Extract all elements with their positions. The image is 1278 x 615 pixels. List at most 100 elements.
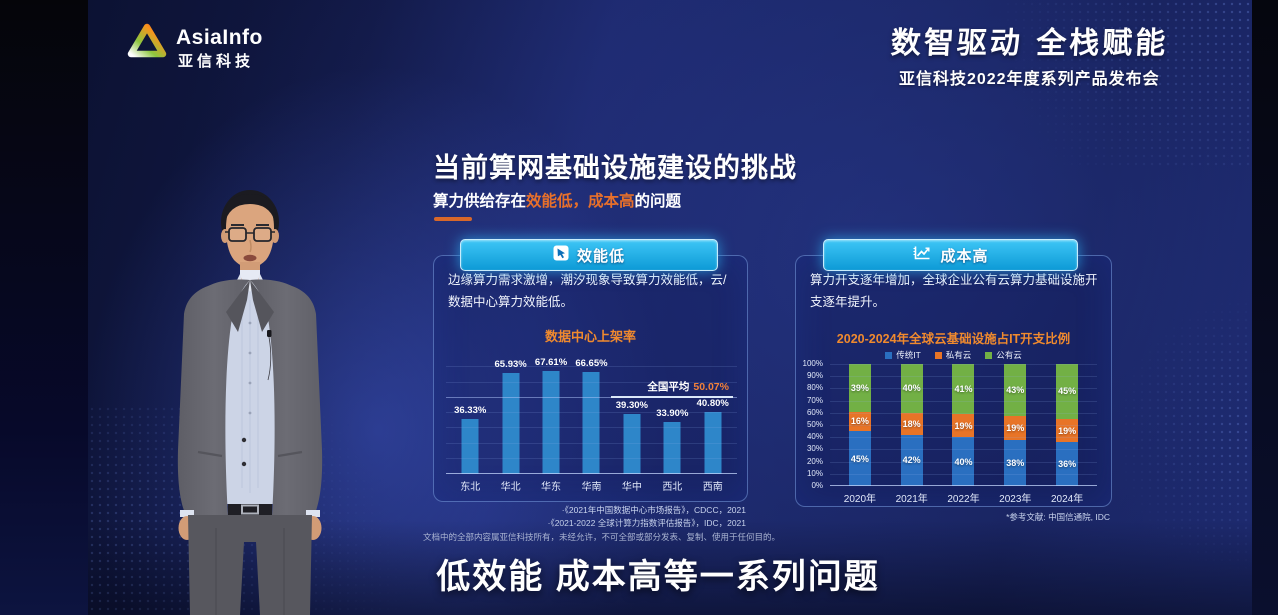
rack-rate-cols: 36.33% 65.93% 67.61% 66.65% 39.30% 33.90% 40.8… [446, 352, 737, 474]
bar-column: 36.33% [450, 352, 490, 474]
stacked-bar: 45% 16% 39% [848, 364, 871, 486]
bar-column: 66.65% [571, 352, 611, 474]
cost-description: 算力开支逐年增加，全球企业公有云算力基础设施开支逐年提升。 [810, 273, 1098, 309]
bar [582, 372, 600, 474]
x-tick-label: 华中 [621, 482, 642, 493]
left-letterbox [0, 0, 88, 615]
gridline [830, 364, 1097, 365]
right-chart-footnote: *参考文献: 中国信通院, IDC [1006, 512, 1110, 522]
asiainfo-logo-icon [124, 20, 170, 71]
rack-rate-plot: 全国平均 50.07% 36.33% 65.93% 67.61% 66.65% 39.30… [446, 352, 737, 474]
slide-subtitle: 算力供给存在效能低，成本高的问题 [433, 189, 681, 211]
average-line [446, 396, 737, 398]
gridline [830, 437, 1097, 439]
bar-value-label: 36.33% [454, 404, 487, 416]
subtitle-text: 算力供给存在 [433, 193, 527, 210]
belt [228, 504, 272, 515]
x-tick-label: 2022年 [947, 494, 980, 505]
y-tick-label: 40% [806, 432, 823, 442]
legend-swatch [885, 351, 893, 359]
x-tick-label: 2023年 [999, 494, 1032, 505]
x-tick-label: 东北 [460, 482, 481, 493]
legend-item: 公有云 [985, 349, 1022, 361]
event-header: 数智驱动 全栈赋能 亚信科技2022年度系列产品发布会 [889, 18, 1168, 89]
bar [704, 411, 722, 474]
gridline [446, 366, 737, 368]
cloud-yaxis: 0% 10% 20% 30% 40% 50% 60% 70% 80% 90% 100% [798, 359, 826, 490]
cloud-cols: 45% 16% 39% 42% 18% 40% 40% 19% 41% 38% 19% 43% 36% 1… [830, 364, 1097, 486]
bar-segment: 45% [1056, 364, 1079, 419]
legend-label: 私有云 [945, 350, 972, 360]
bar-segment: 41% [952, 364, 975, 415]
stacked-bar: 36% 19% 45% [1056, 364, 1079, 486]
cursor-chart-icon [553, 245, 569, 265]
bar-segment: 45% [848, 431, 871, 486]
title-underline [434, 217, 472, 221]
gridline [446, 457, 737, 459]
bar [663, 422, 681, 474]
average-line-highlight [611, 395, 733, 398]
y-tick-label: 70% [806, 395, 823, 405]
bar-column: 65.93% [490, 352, 530, 474]
bar-value-label: 66.65% [575, 358, 608, 370]
y-tick-label: 90% [806, 371, 823, 381]
bar-segment: 39% [848, 364, 871, 412]
legend-item: 私有云 [934, 349, 972, 361]
stacked-bar-column: 40% 19% 41% [938, 364, 990, 486]
x-tick-label: 华北 [500, 482, 521, 493]
bar-column: 40.80% [693, 352, 733, 474]
bar [502, 373, 520, 474]
legend-label: 传统IT [896, 350, 921, 360]
presentation-stage: AsiaInfo 亚信科技 数智驱动 全栈赋能 亚信科技2022年度系列产品发布… [88, 0, 1252, 615]
footnote: ·《2021年中国数据中心市场报告》，CDCC，2021 [561, 505, 746, 515]
bar-segment: 40% [952, 437, 975, 486]
legend-swatch [985, 351, 993, 359]
efficiency-badge: 效能低 [460, 239, 718, 271]
gridline [446, 427, 737, 429]
bar-value-label: 65.93% [494, 359, 527, 371]
legend-label: 公有云 [996, 350, 1022, 360]
bar-segment: 36% [1056, 442, 1079, 486]
bar-value-label: 40.80% [696, 397, 729, 409]
x-tick-label: 西北 [662, 482, 683, 493]
stacked-bar-column: 42% 18% 40% [886, 364, 938, 486]
x-tick-label: 西南 [702, 482, 723, 493]
subtitle-text: 的问题 [634, 193, 682, 210]
stacked-bar: 40% 19% 41% [952, 364, 975, 486]
subtitle-highlight-1: 效能低， [526, 193, 589, 210]
cost-panel: 算力开支逐年增加，全球企业公有云算力基础设施开支逐年提升。 2020-2024年… [795, 255, 1112, 507]
gridline [830, 412, 1097, 414]
y-tick-label: 50% [806, 420, 823, 429]
avg-label-value: 50.07% [693, 380, 729, 393]
bar-segment: 40% [900, 364, 923, 413]
stacked-bar-column: 45% 16% 39% [834, 364, 886, 486]
gridline [446, 442, 737, 444]
line-chart-icon [912, 245, 932, 265]
gridline [830, 473, 1097, 475]
avg-label: 全国平均 50.07% [647, 379, 729, 394]
cost-badge: 成本高 [823, 239, 1078, 271]
bar-segment: 18% [900, 412, 923, 435]
x-axis-line [830, 485, 1097, 486]
glasses [228, 227, 247, 242]
legend-item: 传统IT [885, 349, 921, 361]
cloud-xlabels: 2020年 2021年 2022年 2023年 2024年 [830, 490, 1097, 505]
rack-rate-xlabels: 东北 华北 华东 华南 华中 西北 西南 [446, 478, 737, 493]
mouth [243, 254, 257, 262]
gridline [830, 376, 1097, 378]
stacked-bar-column: 36% 19% 45% [1041, 364, 1093, 486]
stacked-bar: 38% 19% 43% [1004, 364, 1027, 486]
bar-value-label: 67.61% [534, 356, 568, 368]
bar-segment: 19% [1056, 418, 1079, 443]
cloud-legend: 传统IT 私有云 公有云 [796, 349, 1111, 361]
x-tick-label: 华南 [581, 482, 602, 493]
bar-value-label: 39.30% [615, 400, 649, 412]
x-axis-line [446, 473, 737, 474]
event-subtitle: 亚信科技2022年度系列产品发布会 [898, 71, 1160, 88]
y-tick-label: 0% [811, 481, 823, 490]
gridline [446, 396, 737, 398]
gridline [830, 449, 1097, 451]
subtitle-highlight-2: 成本高 [588, 193, 635, 210]
gridline [830, 425, 1097, 426]
